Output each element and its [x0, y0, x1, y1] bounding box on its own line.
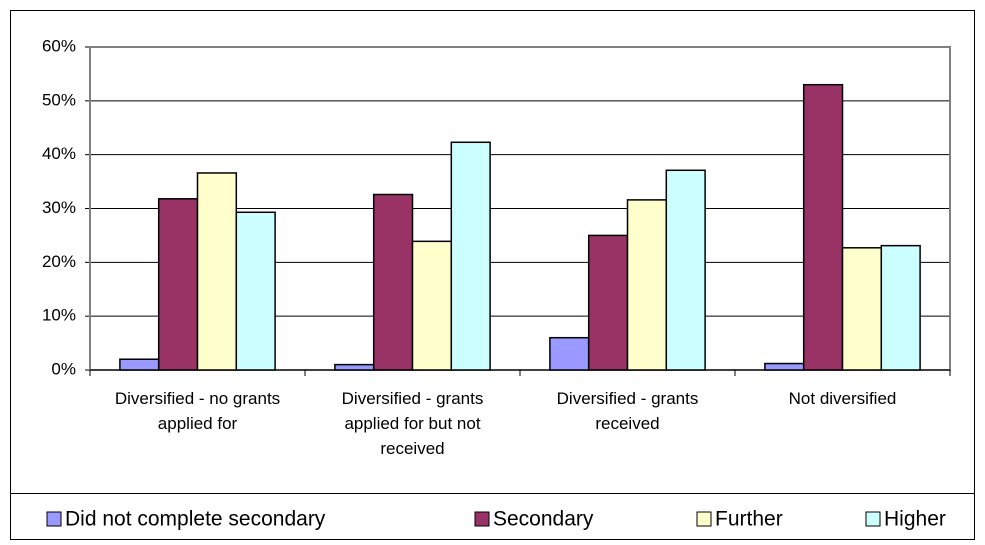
y-tick-label: 0% — [51, 359, 76, 378]
legend-label: Higher — [884, 508, 946, 531]
bar — [411, 240, 453, 371]
legend-label: Secondary — [493, 508, 594, 531]
bar — [372, 193, 414, 371]
bar — [587, 234, 629, 371]
bar — [119, 358, 160, 371]
y-tick-label: 40% — [42, 144, 76, 163]
legend-swatch — [696, 511, 712, 527]
bar — [880, 244, 921, 371]
y-tick-label: 20% — [42, 252, 76, 271]
bar — [450, 141, 491, 371]
bar — [626, 199, 668, 371]
bar — [665, 169, 706, 371]
x-tick-label: Not diversified — [788, 389, 897, 408]
bar — [841, 247, 883, 371]
x-tick-label: Diversified - grants received — [556, 389, 699, 433]
bar — [802, 83, 844, 371]
x-tick-label: Diversified - no grants applied for — [114, 389, 281, 433]
legend-swatch — [46, 511, 62, 527]
bar — [334, 363, 375, 371]
legend-label: Further — [715, 508, 783, 531]
y-tick-label: 30% — [42, 198, 76, 217]
bar — [157, 198, 199, 371]
legend-label: Did not complete secondary — [65, 508, 326, 531]
legend-swatch — [474, 511, 490, 527]
chart-frame — [10, 10, 975, 540]
legend-swatch — [865, 511, 881, 527]
y-tick-label: 50% — [42, 90, 76, 109]
y-tick-label: 10% — [42, 306, 76, 325]
y-tick-label: 60% — [42, 36, 76, 55]
bar — [235, 211, 276, 371]
bar — [764, 362, 805, 371]
bar — [549, 336, 590, 371]
x-tick-label: Diversified - grants applied for but not… — [341, 389, 484, 458]
bar — [196, 172, 238, 371]
